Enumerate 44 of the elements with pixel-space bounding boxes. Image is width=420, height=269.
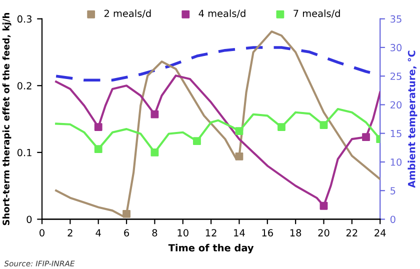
point (278, 123, 286, 131)
y2-tick-label: 15 (390, 130, 402, 138)
point (94, 145, 102, 154)
x-tick-label: 14 (234, 229, 245, 236)
point (320, 202, 328, 210)
y2-tick-label: 0 (390, 216, 396, 224)
y2-tick-label: 10 (390, 158, 402, 166)
x-tick-label: 6 (124, 229, 130, 236)
point (235, 152, 244, 160)
point (193, 137, 201, 146)
y2-tick-label: 25 (390, 72, 402, 80)
x-tick-label: 8 (152, 229, 158, 236)
x-tick-label: 2 (68, 229, 72, 236)
x-tick-label: 18 (290, 229, 302, 236)
legend-label: 2 meals/d (104, 10, 151, 18)
point (150, 110, 159, 118)
legend-label: 7 meals/d (294, 10, 340, 18)
x-tick-label: 24 (374, 229, 386, 236)
point (150, 148, 159, 156)
y2-tick-label: 30 (390, 44, 402, 52)
x-axis-title: Time of the day (168, 244, 254, 254)
legend-label: 4 meals/d (198, 10, 246, 18)
y2-tick-label: 20 (390, 101, 402, 109)
point (122, 210, 130, 218)
y-tick-label: 0.3 (17, 15, 32, 23)
y-tick-label: 0 (26, 216, 32, 224)
line-series (55, 30, 380, 217)
x-tick-label: 0 (40, 229, 44, 236)
x-tick-label: 10 (178, 229, 188, 236)
y2-axis-title: Ambient temperature, °C (408, 50, 418, 188)
x-tick-label: 20 (318, 229, 330, 236)
point (94, 123, 102, 131)
point (362, 133, 370, 142)
x-tick-label: 16 (262, 229, 273, 236)
x-tick-label: 4 (96, 229, 101, 236)
x-tick-label: 22 (346, 229, 358, 236)
y-tick-label: 0.1 (17, 148, 32, 156)
x-tick-label: 12 (206, 229, 216, 236)
y-axis-title: Short-term therapic effet of the feed, kj/h (2, 13, 12, 226)
y2-tick-label: 5 (390, 187, 396, 194)
point (320, 121, 328, 129)
point (235, 127, 244, 136)
y2-tick-label: 35 (390, 15, 402, 23)
y-tick-label: 0.2 (17, 82, 32, 90)
